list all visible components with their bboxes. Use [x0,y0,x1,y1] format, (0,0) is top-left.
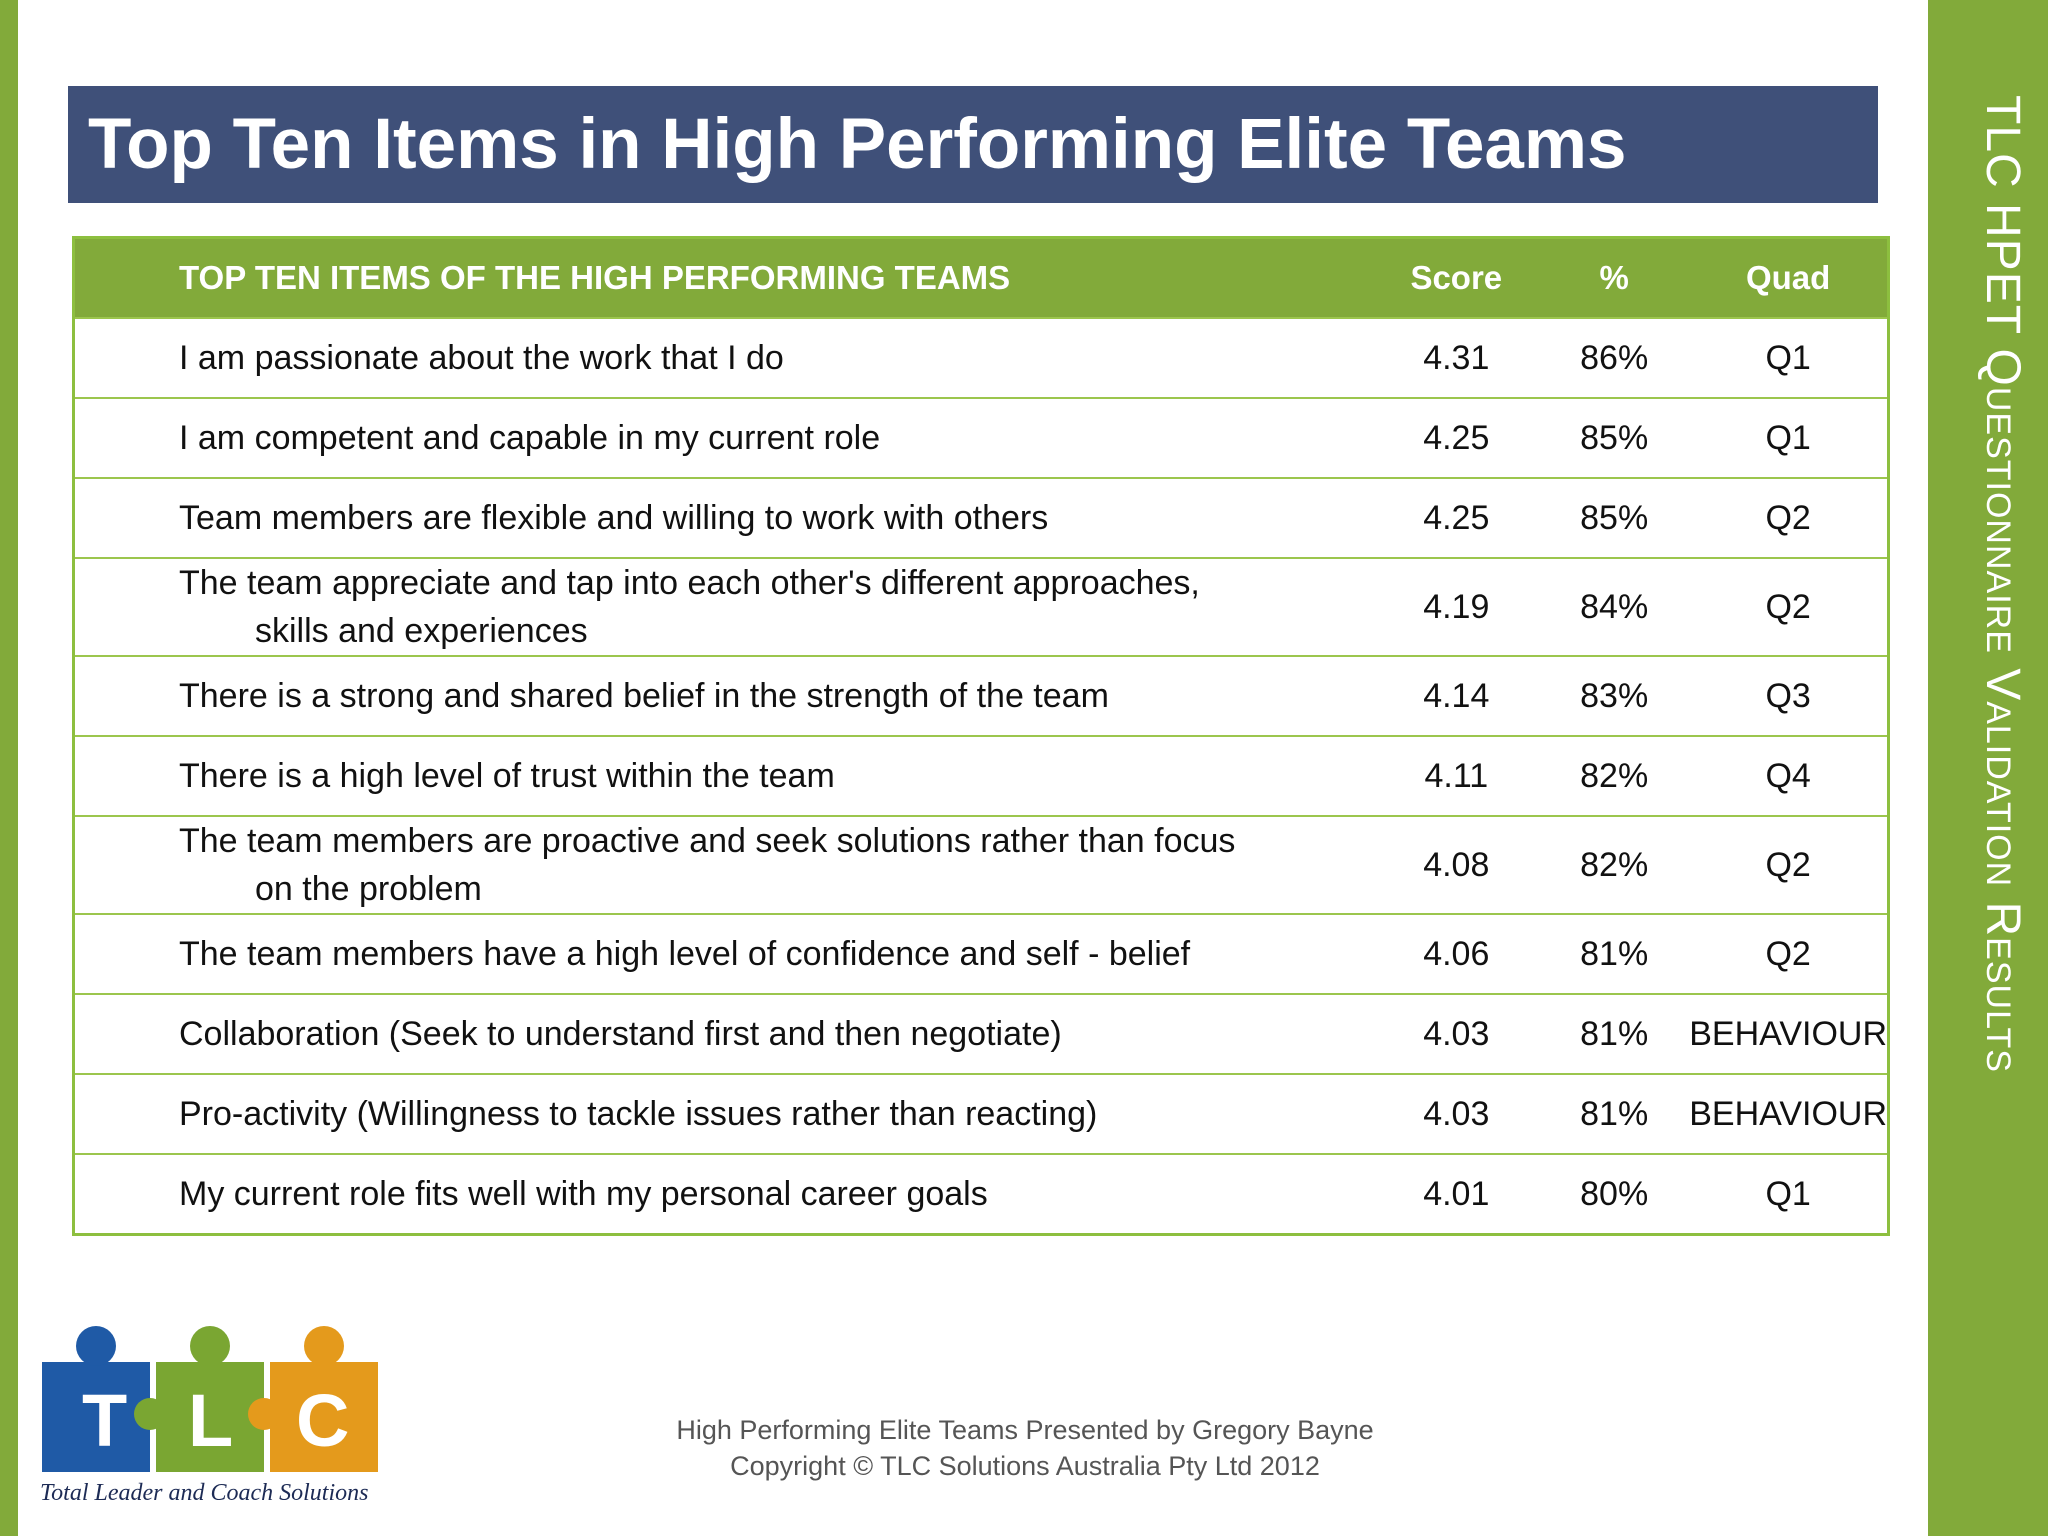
item-text: Pro-activity (Willingness to tackle issu… [73,1073,1374,1154]
quad-value: Q3 [1689,655,1889,736]
table-row: The team appreciate and tap into each ot… [73,557,1889,656]
percent-value: 86% [1539,317,1690,398]
tlc-logo: T L C [42,1326,378,1472]
score-value: 4.25 [1373,397,1540,478]
score-value: 4.03 [1373,993,1540,1074]
table-row: The team members have a high level of co… [73,913,1889,994]
header-percent: % [1539,237,1690,318]
item-text: There is a strong and shared belief in t… [73,655,1374,736]
percent-value: 81% [1539,913,1690,994]
header-score: Score [1373,237,1540,318]
footer-presenter: High Performing Elite Teams Presented by… [676,1415,1374,1445]
table-row: I am passionate about the work that I do… [73,317,1889,398]
table-row: Collaboration (Seek to understand first … [73,993,1889,1074]
side-title: TLC HPET Questionnaire Validation Result… [1976,95,2029,1073]
left-accent-stripe [0,0,18,1536]
quad-value: BEHAVIOUR [1689,993,1889,1074]
percent-value: 82% [1539,735,1690,816]
page-title: Top Ten Items in High Performing Elite T… [88,105,1627,184]
score-value: 4.31 [1373,317,1540,398]
percent-value: 85% [1539,397,1690,478]
percent-value: 83% [1539,655,1690,736]
percent-value: 81% [1539,993,1690,1074]
score-value: 4.08 [1373,815,1540,914]
right-side-bar [1928,0,2048,1536]
score-value: 4.19 [1373,557,1540,656]
logo-letter-t: T [82,1379,127,1462]
header-item: TOP TEN ITEMS OF THE HIGH PERFORMING TEA… [73,237,1374,318]
item-text-continued: on the problem [255,870,482,908]
item-text-continued: skills and experiences [255,612,588,650]
table-row: There is a strong and shared belief in t… [73,655,1889,736]
percent-value: 85% [1539,477,1690,558]
quad-value: Q1 [1689,1153,1889,1235]
quad-value: Q1 [1689,317,1889,398]
quad-value: Q1 [1689,397,1889,478]
item-text: Collaboration (Seek to understand first … [73,993,1374,1074]
item-text-cell: The team appreciate and tap into each ot… [73,557,1374,656]
percent-value: 84% [1539,557,1690,656]
puzzle-piece-orange [248,1326,378,1472]
title-banner: Top Ten Items in High Performing Elite T… [68,86,1878,203]
logo-caption: Total Leader and Coach Solutions [40,1480,369,1506]
quad-value: BEHAVIOUR [1689,1073,1889,1154]
table-row: I am competent and capable in my current… [73,397,1889,478]
quad-value: Q4 [1689,735,1889,816]
footer: High Performing Elite Teams Presented by… [560,1412,1490,1484]
puzzle-piece-green [134,1326,264,1472]
item-text: There is a high level of trust within th… [73,735,1374,816]
table-row: Team members are flexible and willing to… [73,477,1889,558]
item-text: I am passionate about the work that I do [73,317,1374,398]
logo-letter-l: L [188,1379,233,1462]
table-row: There is a high level of trust within th… [73,735,1889,816]
quad-value: Q2 [1689,913,1889,994]
item-text: The team members have a high level of co… [73,913,1374,994]
percent-value: 82% [1539,815,1690,914]
item-text: The team members are proactive and seek … [179,822,1236,860]
table-row: My current role fits well with my person… [73,1153,1889,1235]
header-quad: Quad [1689,237,1889,318]
score-value: 4.14 [1373,655,1540,736]
table-header-row: TOP TEN ITEMS OF THE HIGH PERFORMING TEA… [73,237,1889,318]
score-value: 4.06 [1373,913,1540,994]
puzzle-piece-blue [42,1326,150,1472]
item-text: Team members are flexible and willing to… [73,477,1374,558]
score-value: 4.01 [1373,1153,1540,1235]
score-value: 4.25 [1373,477,1540,558]
table-row: Pro-activity (Willingness to tackle issu… [73,1073,1889,1154]
quad-value: Q2 [1689,557,1889,656]
item-text-cell: The team members are proactive and seek … [73,815,1374,914]
footer-copyright: Copyright © TLC Solutions Australia Pty … [730,1451,1320,1481]
percent-value: 80% [1539,1153,1690,1235]
logo-letter-c: C [296,1379,349,1462]
score-value: 4.11 [1373,735,1540,816]
item-text: I am competent and capable in my current… [73,397,1374,478]
item-text: The team appreciate and tap into each ot… [179,564,1200,602]
top-items-table: TOP TEN ITEMS OF THE HIGH PERFORMING TEA… [72,236,1890,1236]
table-row: The team members are proactive and seek … [73,815,1889,914]
quad-value: Q2 [1689,815,1889,914]
quad-value: Q2 [1689,477,1889,558]
score-value: 4.03 [1373,1073,1540,1154]
percent-value: 81% [1539,1073,1690,1154]
item-text: My current role fits well with my person… [73,1153,1374,1235]
